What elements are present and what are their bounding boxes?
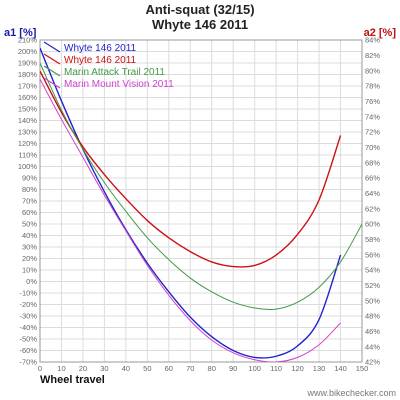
y-left-tick-label: -30% [19, 312, 37, 321]
y-left-tick-label: 90% [22, 174, 37, 183]
x-tick-label: 20 [79, 364, 87, 373]
y-left-tick-label: 60% [22, 208, 37, 217]
series-line-3-marin-attack-trail-2011 [40, 62, 362, 310]
y-right-tick-label: 46% [365, 327, 380, 336]
x-tick-label: 110 [270, 364, 282, 373]
y-left-tick-label: 10% [22, 266, 37, 275]
tick-labels: 0 10 20 30 40 50 60 70 80 90 100 110 120 130 140 150 210… [18, 36, 381, 373]
x-tick-label: 80 [208, 364, 216, 373]
y-right-tick-label: 70% [365, 143, 380, 152]
y-right-tick-label: 56% [365, 250, 380, 259]
y-left-tick-label: -10% [19, 289, 37, 298]
y-right-tick-label: 44% [365, 342, 380, 351]
y-left-tick-label: 190% [18, 59, 38, 68]
y-right-tick-label: 60% [365, 220, 380, 229]
y-left-tick-label: 40% [22, 231, 37, 240]
series-line-1-whyte-146-2011 [40, 47, 342, 359]
x-tick-label: 0 [38, 364, 42, 373]
legend-label: Whyte 146 2011 [64, 55, 137, 66]
y-right-tick-label: 62% [365, 204, 380, 213]
y-left-tick-label: 150% [18, 105, 38, 114]
x-tick-label: 60 [165, 364, 173, 373]
legend-swatch [43, 65, 61, 77]
chart-subtitle: Whyte 146 2011 [152, 17, 248, 32]
x-tick-label: 100 [248, 364, 261, 373]
x-tick-label: 40 [122, 364, 130, 373]
y-left-tick-label: 130% [18, 128, 38, 137]
y-left-tick-label: -20% [19, 300, 37, 309]
chart-title: Anti-squat (32/15) [145, 2, 254, 17]
plot-border [39, 39, 363, 363]
x-axis-title: Wheel travel [40, 374, 105, 386]
footer-watermark: www.bikechecker.com [306, 388, 396, 398]
y-right-tick-label: 76% [365, 97, 380, 106]
series-lines [40, 47, 362, 362]
y-right-tick-label: 66% [365, 174, 380, 183]
y-left-tick-label: 210% [18, 36, 38, 45]
y-right-tick-label: 84% [365, 36, 380, 45]
legend-swatch [43, 77, 61, 89]
y-left-tick-label: 200% [18, 47, 38, 56]
y-right-tick-label: 58% [365, 235, 380, 244]
y-right-tick-label: 72% [365, 128, 380, 137]
x-tick-label: 150 [356, 364, 369, 373]
y-left-axis-title: a1 [%] [4, 27, 37, 39]
y-left-tick-label: 30% [22, 243, 37, 252]
legend-label: Marin Attack Trail 2011 [64, 67, 165, 78]
y-right-tick-label: 68% [365, 158, 380, 167]
y-right-tick-label: 80% [365, 66, 380, 75]
y-left-tick-label: 20% [22, 254, 37, 263]
plot-frame [39, 39, 363, 363]
y-right-axis-title: a2 [%] [364, 27, 397, 39]
legend-swatch [43, 53, 61, 65]
y-left-tick-label: -70% [19, 358, 37, 367]
x-tick-label: 90 [229, 364, 237, 373]
y-left-tick-label: 170% [18, 82, 38, 91]
y-left-tick-label: -60% [19, 346, 37, 355]
y-left-tick-label: 100% [18, 162, 38, 171]
y-left-tick-label: 110% [18, 151, 37, 160]
y-right-tick-label: 74% [365, 112, 380, 121]
y-left-tick-label: 70% [22, 197, 37, 206]
series-line-2-whyte-146-2011 [40, 70, 342, 268]
y-right-tick-label: 54% [365, 266, 380, 275]
x-tick-label: 130 [313, 364, 326, 373]
x-tick-label: 120 [291, 364, 304, 373]
y-right-tick-label: 82% [365, 51, 380, 60]
x-tick-label: 10 [57, 364, 65, 373]
legend-label: Whyte 146 2011 [64, 43, 137, 54]
y-right-tick-label: 42% [365, 358, 380, 367]
y-right-tick-label: 64% [365, 189, 380, 198]
x-tick-label: 30 [100, 364, 108, 373]
y-right-tick-label: 52% [365, 281, 380, 290]
y-right-tick-label: 48% [365, 312, 380, 321]
y-left-tick-label: 0% [26, 277, 37, 286]
x-tick-label: 70 [186, 364, 194, 373]
x-tick-label: 50 [143, 364, 151, 373]
series-line-4-marin-mount-vision-2011 [40, 78, 341, 362]
legend-swatch [43, 41, 61, 53]
y-left-tick-label: 160% [18, 93, 38, 102]
y-left-tick-label: 80% [22, 185, 37, 194]
y-right-tick-label: 78% [365, 82, 380, 91]
y-left-tick-label: 120% [18, 139, 38, 148]
y-left-tick-label: 50% [22, 220, 37, 229]
y-left-tick-label: -50% [19, 335, 37, 344]
x-tick-label: 140 [334, 364, 347, 373]
y-left-tick-label: 180% [18, 70, 38, 79]
y-right-tick-label: 50% [365, 296, 380, 305]
legend-label: Marin Mount Vision 2011 [64, 79, 174, 90]
y-left-tick-label: 140% [18, 116, 38, 125]
y-left-tick-label: -40% [19, 323, 37, 332]
